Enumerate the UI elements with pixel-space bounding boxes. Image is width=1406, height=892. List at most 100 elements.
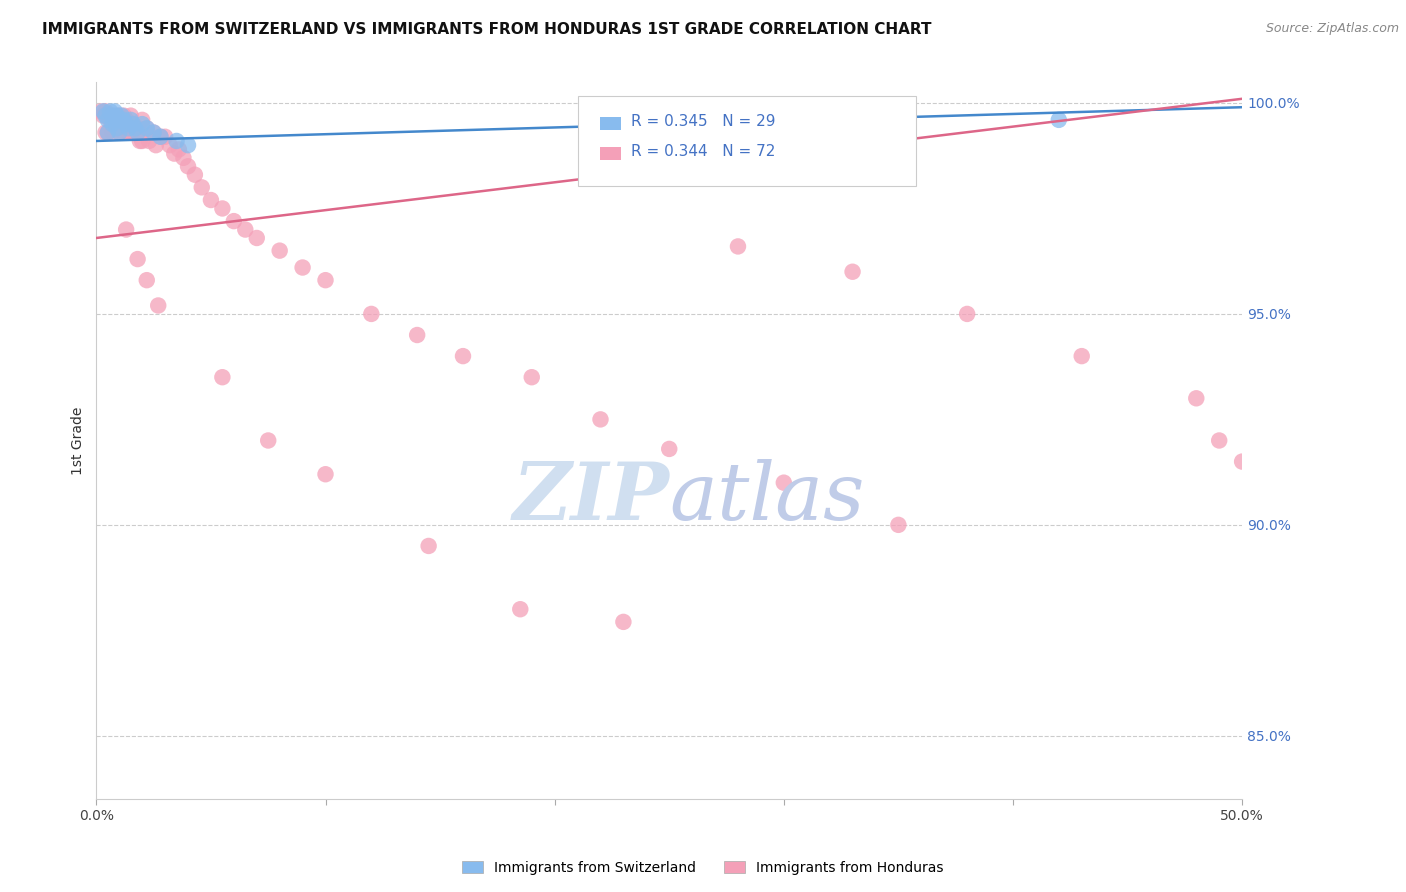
Point <box>1070 349 1092 363</box>
Point <box>1047 112 1070 127</box>
Point <box>291 260 314 275</box>
Point <box>418 539 440 553</box>
Point <box>149 129 172 144</box>
Point <box>131 134 153 148</box>
Point <box>159 138 181 153</box>
Point <box>124 126 146 140</box>
Point <box>727 239 749 253</box>
Point <box>108 109 131 123</box>
Point <box>406 328 429 343</box>
Point <box>360 307 382 321</box>
Point <box>115 112 138 127</box>
Point <box>142 126 165 140</box>
Point <box>246 231 269 245</box>
Point <box>112 126 135 140</box>
Point <box>90 104 112 119</box>
FancyBboxPatch shape <box>600 117 621 130</box>
Text: Source: ZipAtlas.com: Source: ZipAtlas.com <box>1265 22 1399 36</box>
Point <box>112 109 135 123</box>
Point <box>887 517 910 532</box>
Point <box>128 134 150 148</box>
Point <box>200 193 222 207</box>
Point <box>110 117 132 131</box>
Point <box>1208 434 1230 448</box>
Point <box>108 126 131 140</box>
Point <box>131 117 153 131</box>
Point <box>153 129 176 144</box>
Point <box>105 121 128 136</box>
Point <box>749 104 772 119</box>
Point <box>127 252 149 266</box>
Point <box>104 112 127 127</box>
Point <box>112 112 135 127</box>
Point <box>97 109 120 123</box>
Point <box>184 168 207 182</box>
Point <box>138 134 160 148</box>
Point <box>124 121 146 136</box>
Point <box>145 138 167 153</box>
Point <box>166 134 188 148</box>
Point <box>94 126 117 140</box>
Point <box>135 121 157 136</box>
Point <box>105 109 128 123</box>
Point <box>127 126 149 140</box>
Point <box>98 112 121 127</box>
Point <box>108 126 131 140</box>
Text: atlas: atlas <box>669 459 865 537</box>
Point <box>211 202 233 216</box>
Point <box>108 112 131 127</box>
Point <box>97 126 120 140</box>
Point <box>120 126 142 140</box>
Point <box>269 244 291 258</box>
Point <box>101 109 124 123</box>
Point <box>101 126 124 140</box>
Point <box>101 117 124 131</box>
Point <box>98 104 121 119</box>
Point <box>149 129 172 144</box>
Point <box>315 273 337 287</box>
Point <box>315 467 337 482</box>
Point <box>117 126 139 140</box>
Legend: Immigrants from Switzerland, Immigrants from Honduras: Immigrants from Switzerland, Immigrants … <box>457 855 949 880</box>
Point <box>94 104 117 119</box>
Text: ZIP: ZIP <box>512 459 669 537</box>
Point <box>233 222 256 236</box>
Point <box>222 214 245 228</box>
Point <box>104 104 127 119</box>
Point <box>120 112 142 127</box>
Point <box>120 109 142 123</box>
Point <box>105 112 128 127</box>
Point <box>104 121 127 136</box>
Point <box>177 138 200 153</box>
FancyBboxPatch shape <box>600 147 621 160</box>
Point <box>142 126 165 140</box>
Point <box>127 121 149 136</box>
Point <box>110 109 132 123</box>
Point <box>135 273 157 287</box>
Text: R = 0.345   N = 29: R = 0.345 N = 29 <box>631 114 776 128</box>
Point <box>257 434 280 448</box>
Point <box>520 370 543 384</box>
Point <box>97 126 120 140</box>
Point <box>772 475 794 490</box>
Point <box>1230 454 1253 468</box>
Point <box>91 109 114 123</box>
Point <box>94 109 117 123</box>
Point <box>97 112 120 127</box>
Point <box>163 146 186 161</box>
Point <box>135 121 157 136</box>
Text: R = 0.344   N = 72: R = 0.344 N = 72 <box>631 144 776 159</box>
Point <box>172 151 194 165</box>
Point <box>122 117 145 131</box>
Point <box>589 412 612 426</box>
Point <box>658 442 681 456</box>
Point <box>122 117 145 131</box>
Text: IMMIGRANTS FROM SWITZERLAND VS IMMIGRANTS FROM HONDURAS 1ST GRADE CORRELATION CH: IMMIGRANTS FROM SWITZERLAND VS IMMIGRANT… <box>42 22 932 37</box>
Point <box>509 602 531 616</box>
FancyBboxPatch shape <box>578 96 915 186</box>
Point <box>451 349 474 363</box>
Point <box>91 104 114 119</box>
Point <box>956 307 979 321</box>
Point <box>131 112 153 127</box>
Point <box>101 109 124 123</box>
